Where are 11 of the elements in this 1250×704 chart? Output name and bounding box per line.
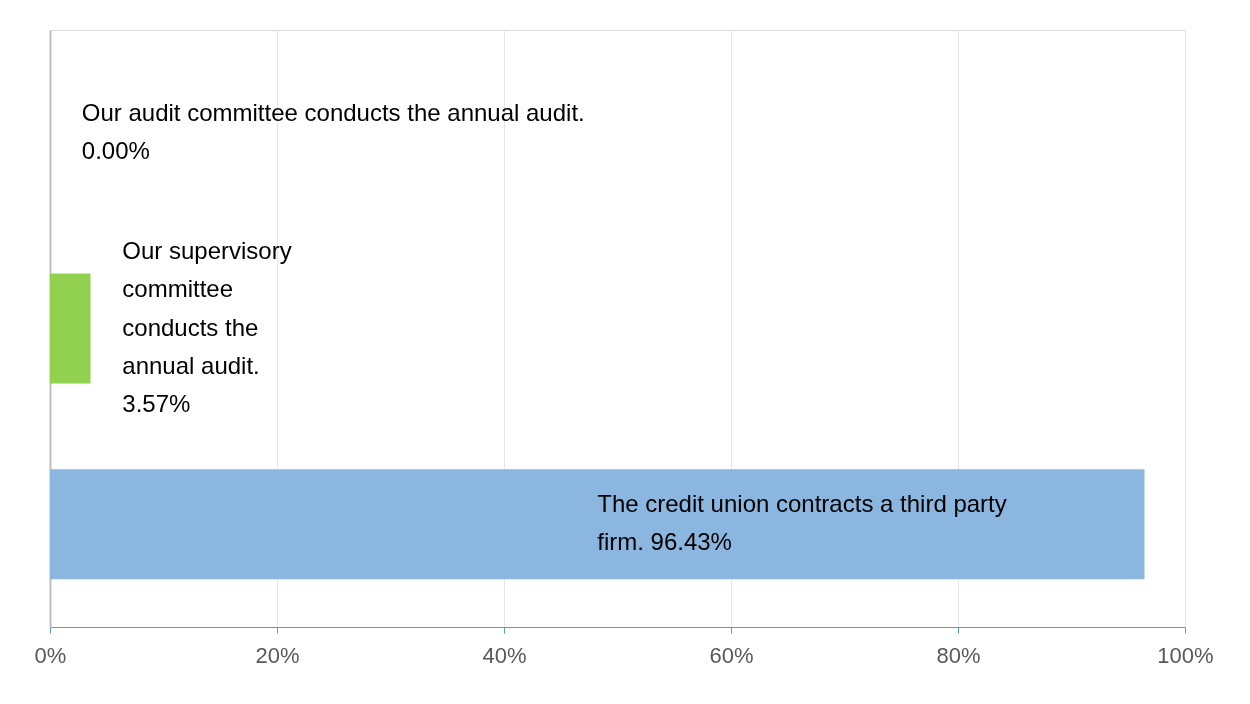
y-tick-label: Our supervisory committee conducts the annual audit. <box>122 236 292 379</box>
y-tick-label: Our audit committee conducts the annual audit. <box>81 98 585 126</box>
x-tick-label: 80% <box>936 642 981 668</box>
x-tick-label: 40% <box>482 642 527 668</box>
category-label: The credit union contracts a third party firm. 96.43% <box>597 489 1007 556</box>
data-label: 3.57% <box>122 390 191 418</box>
x-tick-label: 60% <box>709 642 754 668</box>
x-tick-label: 20% <box>255 642 300 668</box>
x-tick-label: 0% <box>34 642 67 668</box>
data-label: 0.00% <box>81 137 150 165</box>
x-tick-label: 100% <box>1157 642 1214 668</box>
